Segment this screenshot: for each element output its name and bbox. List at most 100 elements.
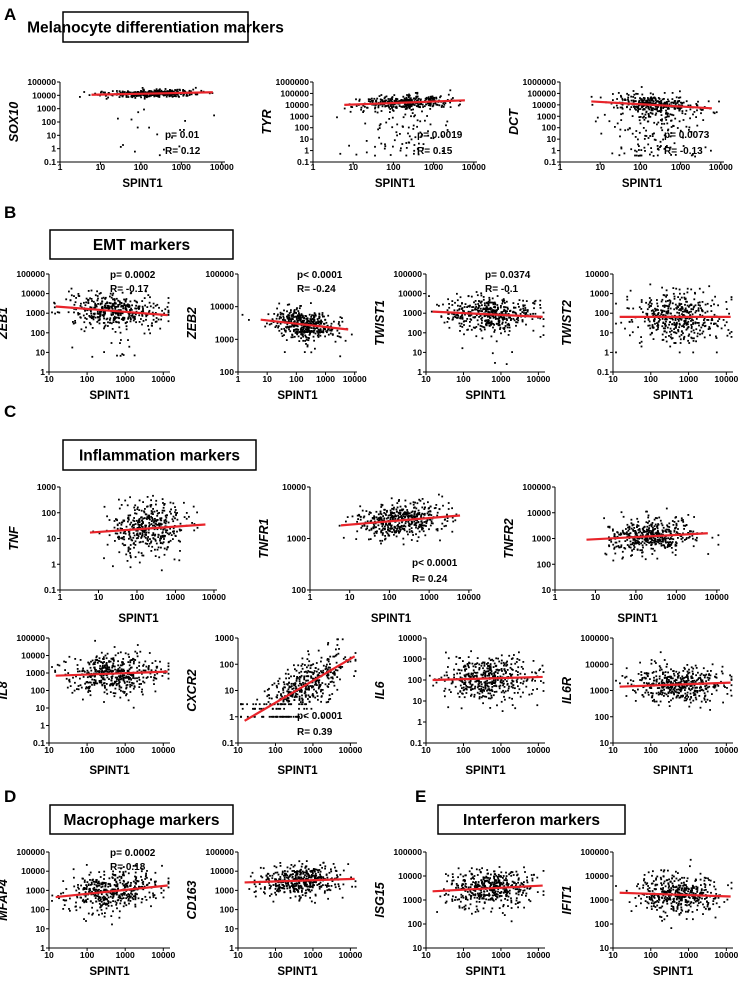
data-point <box>138 523 141 526</box>
data-point <box>713 322 716 325</box>
data-point <box>425 103 428 106</box>
data-point <box>678 335 681 338</box>
data-point <box>648 524 651 527</box>
data-point <box>715 111 718 114</box>
data-point <box>590 95 593 98</box>
data-point <box>160 527 162 530</box>
data-point <box>452 318 454 321</box>
data-point <box>166 529 169 532</box>
data-point <box>681 307 684 310</box>
data-point <box>384 535 386 537</box>
data-point <box>652 327 655 329</box>
data-point <box>125 694 127 697</box>
data-point <box>90 314 93 317</box>
data-point <box>690 320 692 322</box>
data-point <box>152 508 154 510</box>
data-point <box>454 301 456 304</box>
data-point <box>678 96 680 99</box>
data-point <box>150 515 152 518</box>
data-point <box>109 322 111 324</box>
data-point <box>443 525 446 528</box>
data-point <box>461 347 464 350</box>
data-point <box>185 512 188 514</box>
data-point <box>322 327 325 330</box>
y-tick-label: 1 <box>51 144 56 154</box>
data-point <box>680 101 682 104</box>
data-point <box>657 309 659 311</box>
data-point <box>283 309 285 312</box>
data-point <box>93 663 96 665</box>
data-point <box>631 331 634 334</box>
data-point <box>629 540 632 543</box>
data-point <box>438 104 441 107</box>
data-point <box>125 693 128 695</box>
data-point <box>451 516 454 519</box>
data-point <box>299 314 302 317</box>
data-point <box>144 304 146 307</box>
data-point <box>489 301 492 304</box>
data-point <box>666 113 669 116</box>
data-point <box>641 555 644 558</box>
data-point <box>542 318 545 320</box>
data-point <box>373 515 375 518</box>
data-point <box>670 126 673 128</box>
data-point <box>463 324 465 326</box>
data-point <box>94 302 97 305</box>
data-point <box>669 146 672 149</box>
p-value: p= 0.0073 <box>664 130 710 141</box>
data-point <box>148 328 150 331</box>
x-axis-label: SPINT1 <box>89 390 130 402</box>
data-point <box>145 534 147 536</box>
data-point <box>706 302 709 305</box>
data-point <box>134 523 137 525</box>
data-point <box>336 329 339 332</box>
data-point <box>129 691 132 693</box>
data-point <box>498 317 501 320</box>
data-point <box>127 547 130 549</box>
data-point <box>653 121 656 124</box>
data-point <box>463 333 465 336</box>
data-point <box>137 526 140 529</box>
data-point <box>291 314 293 317</box>
data-point <box>406 511 409 513</box>
data-point <box>468 314 470 317</box>
data-point <box>130 556 132 559</box>
data-point <box>88 675 91 678</box>
data-point <box>620 113 622 116</box>
data-point <box>144 508 146 510</box>
data-point <box>145 314 148 317</box>
data-point <box>641 93 644 96</box>
data-point <box>645 301 647 304</box>
data-point <box>281 312 283 315</box>
data-point <box>694 322 697 325</box>
data-point <box>659 102 662 105</box>
data-point <box>636 525 638 528</box>
data-point <box>145 94 147 97</box>
data-point <box>689 104 692 107</box>
data-point <box>668 103 671 106</box>
data-point <box>374 100 377 102</box>
data-point <box>102 296 105 299</box>
data-point <box>133 660 135 663</box>
data-point <box>623 547 626 549</box>
data-point <box>613 106 615 109</box>
y-tick-label: 0.1 <box>44 157 56 167</box>
data-point <box>158 96 161 98</box>
data-point <box>396 123 399 126</box>
data-point <box>605 553 608 556</box>
data-point <box>392 508 395 511</box>
data-point <box>103 505 106 508</box>
data-point <box>679 308 682 311</box>
data-point <box>497 317 499 320</box>
data-point <box>141 315 144 317</box>
data-point <box>412 501 415 504</box>
data-point <box>637 154 640 157</box>
data-point <box>389 108 392 110</box>
data-point <box>373 532 376 535</box>
data-point <box>660 108 662 111</box>
data-point <box>633 527 636 529</box>
data-point <box>507 313 510 315</box>
data-point <box>127 520 129 523</box>
data-point <box>621 557 624 560</box>
